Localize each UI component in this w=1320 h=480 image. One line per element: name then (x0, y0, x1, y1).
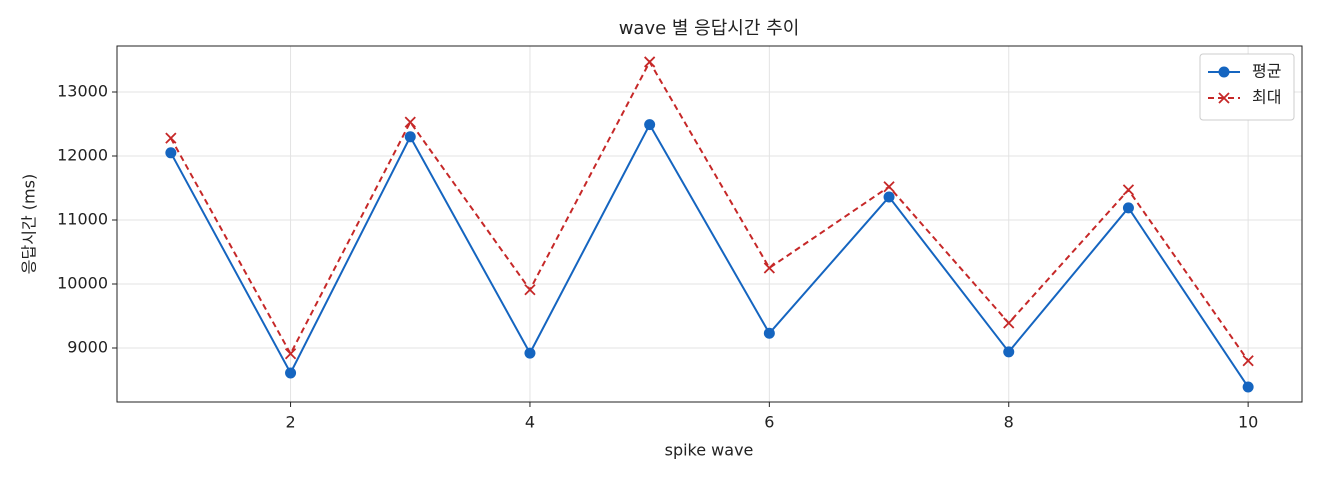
data-point (1122, 202, 1134, 214)
data-point (524, 347, 536, 359)
data-point (1003, 346, 1015, 358)
x-axis-label: spike wave (665, 441, 754, 460)
data-point (285, 367, 297, 379)
data-point (284, 348, 297, 360)
y-tick-label: 12000 (57, 146, 108, 165)
plot-frame (116, 45, 1303, 403)
chart-title: wave 별 응답시간 추이 (619, 18, 800, 39)
x-tick-label: 8 (1004, 413, 1014, 432)
y-tick-label: 13000 (57, 82, 108, 101)
legend-marker (1218, 66, 1230, 78)
series-line (169, 122, 1249, 388)
data-point (404, 131, 416, 143)
legend-label: 평균 (1252, 62, 1281, 81)
x-tick-label: 6 (764, 413, 774, 432)
data-point (524, 284, 536, 296)
x-tick-label: 4 (525, 413, 535, 432)
legend-label: 최대 (1252, 88, 1281, 107)
data-point (165, 132, 177, 144)
legend-marker (1218, 92, 1230, 104)
data-point (644, 119, 656, 131)
y-axis-label: 응답시간 (ms) (20, 174, 39, 274)
data-point (1003, 317, 1015, 329)
series-line (169, 59, 1249, 362)
data-point (404, 116, 416, 128)
x-tick-label: 10 (1238, 413, 1258, 432)
x-tick-label: 2 (285, 413, 295, 432)
y-tick-label: 11000 (57, 210, 108, 229)
data-point (763, 327, 775, 339)
y-tick-label: 9000 (67, 337, 108, 356)
data-point (883, 191, 895, 203)
data-point (644, 56, 656, 68)
data-point (1122, 184, 1135, 196)
data-point (883, 181, 895, 193)
y-tick-label: 10000 (57, 273, 108, 292)
data-point (165, 147, 177, 159)
data-point (1242, 355, 1254, 367)
data-point (1242, 381, 1254, 393)
data-point (763, 262, 775, 274)
